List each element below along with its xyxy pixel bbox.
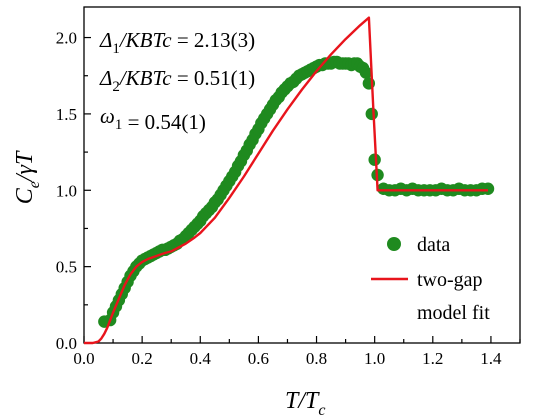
- legend-data-marker: [387, 237, 401, 251]
- y-tick-label: 0.0: [56, 334, 77, 353]
- x-tick-label: 0.0: [73, 349, 94, 368]
- y-axis-ticks: 0.0 0.5 1.0 1.5 2.0: [56, 29, 91, 353]
- x-tick-label: 0.2: [132, 349, 153, 368]
- annotation-delta2-symbol: Δ: [99, 66, 112, 90]
- annotation-delta1-value: = 2.13(3): [172, 28, 256, 52]
- data-point: [481, 182, 495, 195]
- annotation-delta1-symbol: Δ: [99, 28, 112, 52]
- annotation-delta2: Δ2/KBTc = 0.51(1): [99, 66, 255, 95]
- annotation-delta2-sub: 2: [112, 79, 120, 95]
- x-tick-label: 1.2: [422, 349, 443, 368]
- x-axis-ticks: 0.0 0.2 0.4 0.6 0.8 1.0 1.2 1.4: [73, 336, 521, 368]
- legend-data-label: data: [417, 234, 450, 256]
- y-axis-title-tail: /γT: [12, 150, 38, 183]
- annotation-omega1: ω1 = 0.54(1): [100, 104, 206, 134]
- data-point: [359, 66, 373, 79]
- fit-parameter-annotations: Δ1/KBTc = 2.13(3) Δ2/KBTc = 0.51(1) ω1 =…: [99, 28, 255, 134]
- x-tick-label: 0.6: [248, 349, 269, 368]
- data-point: [368, 153, 381, 166]
- x-axis-title-sub: c: [318, 402, 325, 418]
- y-axis-title-main: C: [12, 187, 38, 204]
- legend-fit-label-line2: model fit: [417, 302, 490, 324]
- x-axis-title-main: T/T: [285, 388, 320, 414]
- annotation-delta1: Δ1/KBTc = 2.13(3): [99, 28, 255, 57]
- y-axis-title: Ce/γT: [12, 150, 43, 204]
- legend-fit-label-line1: two-gap: [417, 269, 483, 291]
- x-tick-label: 0.4: [190, 349, 212, 368]
- fit-line: [84, 16, 488, 345]
- x-axis-title: T/Tc: [285, 388, 325, 418]
- x-tick-label: 1.0: [364, 349, 385, 368]
- plot-frame: [83, 6, 521, 344]
- y-axis-title-sub: e: [26, 181, 43, 188]
- y-tick-label: 2.0: [56, 29, 77, 48]
- y-tick-label: 1.0: [56, 181, 77, 200]
- annotation-delta1-sub: 1: [112, 41, 120, 57]
- annotation-omega1-value: = 0.54(1): [122, 110, 206, 134]
- x-tick-label: 0.8: [306, 349, 327, 368]
- annotation-omega1-sub: 1: [115, 117, 123, 133]
- annotation-delta2-rest: /KBTc: [119, 66, 172, 90]
- y-tick-label: 1.5: [56, 105, 77, 124]
- data-series: [98, 55, 495, 328]
- legend: data two-gap model fit: [371, 234, 490, 324]
- data-point: [365, 107, 378, 121]
- annotation-delta1-rest: /KBTc: [119, 28, 172, 52]
- x-tick-label: 1.4: [480, 349, 502, 368]
- annotation-omega1-symbol: ω: [100, 104, 115, 128]
- annotation-delta2-value: = 0.51(1): [172, 66, 256, 90]
- y-tick-label: 0.5: [56, 258, 77, 277]
